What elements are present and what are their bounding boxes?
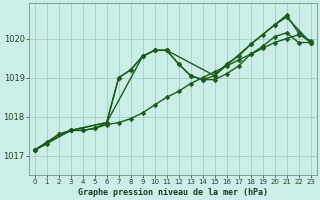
X-axis label: Graphe pression niveau de la mer (hPa): Graphe pression niveau de la mer (hPa)	[78, 188, 268, 197]
